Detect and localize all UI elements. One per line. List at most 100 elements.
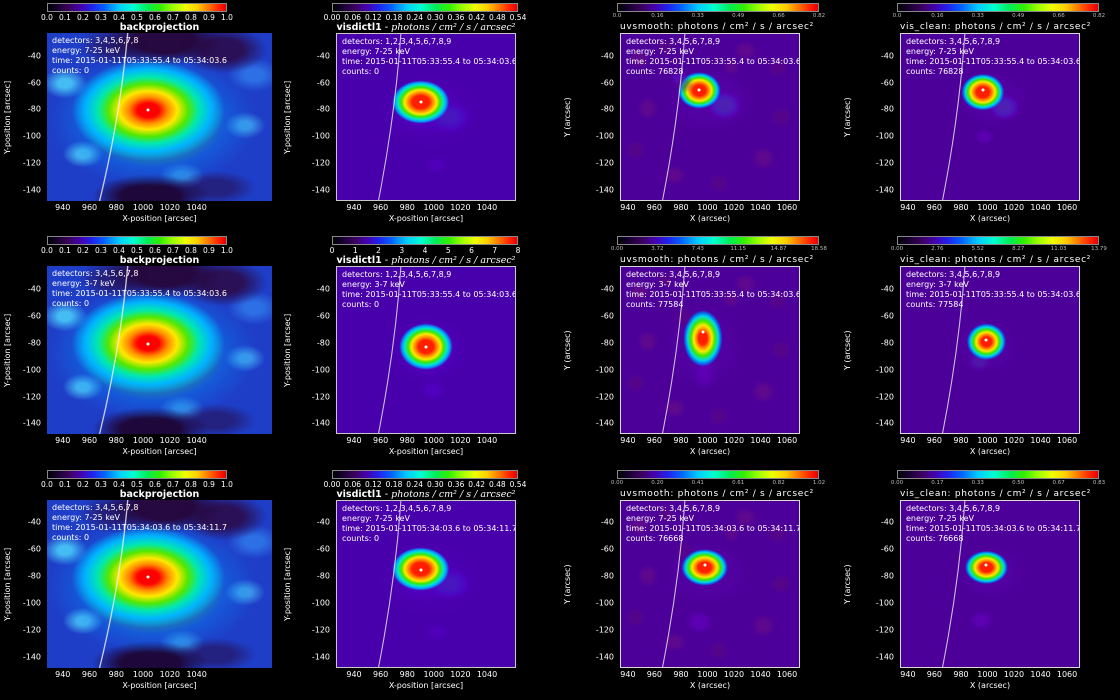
y-tick-label: -140	[22, 418, 41, 428]
x-tick-label: 960	[926, 436, 943, 446]
colorbar-tick-label: 1.0	[221, 479, 233, 489]
y-tick-label: -80	[880, 571, 894, 581]
annotation-block: detectors: 1,2,3,4,5,6,7,8,9 energy: 3-7…	[342, 270, 515, 310]
energy-annotation: energy: 7-25 keV	[626, 513, 694, 523]
colorbar-tick-label: 0.9	[203, 479, 215, 489]
x-tick-label: 1000	[132, 203, 154, 212]
y-tick-label: -100	[595, 131, 614, 141]
x-tick-label: 1000	[697, 436, 718, 446]
x-tick-label: 1000	[132, 436, 154, 446]
heatmap-image	[621, 500, 799, 667]
x-tick-label: 1000	[697, 669, 718, 679]
plot-area: detectors: 3,4,5,6,7,8 energy: 7-25 keV …	[47, 33, 272, 201]
image-panel: 0.00 0.06 0.12 0.18 0.24 0.30 0.36 0.42 0.48 0.54…	[280, 0, 560, 233]
peak-marker	[701, 330, 705, 334]
plot-area: detectors: 1,2,3,4,5,6,7,8,9 energy: 7-2…	[336, 33, 516, 201]
colorbar-tick-label: 8	[515, 246, 521, 256]
colorbar-tick-label: 0.41	[691, 479, 704, 486]
x-ticks: 940 960 980 1000 1020 1040 1060	[900, 670, 1080, 680]
panel-title-name: uvsmooth	[620, 255, 671, 266]
y-tick-label: -60	[27, 544, 41, 554]
peak-marker	[703, 563, 707, 567]
panel-title-sep: :	[670, 255, 678, 266]
y-tick-label: -140	[595, 185, 614, 195]
y-tick-label: -120	[595, 158, 614, 168]
x-tick-label: 960	[81, 436, 98, 446]
colorbar-ticks: 0.0 0.1 0.2 0.3 0.4 0.5 0.6 0.7 0.8 0.9 1.0	[41, 13, 233, 22]
y-tick-label: -100	[595, 365, 614, 375]
peak-marker	[146, 108, 150, 112]
colorbar-tick-label: 0.30	[426, 13, 444, 22]
solar-limb-line	[662, 500, 686, 667]
colorbar-tick-label: 0.2	[77, 13, 89, 22]
y-tick-label: -120	[595, 625, 614, 635]
colorbar	[332, 3, 518, 12]
x-tick-label: 940	[900, 203, 916, 212]
colorbar-tick-label: 0.20	[651, 479, 664, 486]
y-tick-label: -60	[600, 544, 614, 554]
colorbar-tick-label: 0.00	[323, 13, 341, 22]
time-annotation: time: 2015-01-11T05:33:55.4 to 05:34:03.…	[626, 290, 800, 300]
x-tick-label: 980	[399, 203, 415, 212]
colorbar-tick-label: 0.8	[185, 13, 197, 22]
image-panel: 0.0 0.1 0.2 0.3 0.4 0.5 0.6 0.7 0.8 0.9 1.0 backpr…	[0, 233, 280, 466]
energy-annotation: energy: 3-7 keV	[626, 280, 689, 290]
colorbar-tick-label: 0.36	[447, 479, 465, 489]
panel-title-units: photons / cm² / s / arcsec²	[391, 255, 516, 267]
image-panel: 0 1 2 3 4 5 6 7 8 visdictl1 - photons / cm² / s …	[280, 233, 560, 466]
y-tick-label: -80	[316, 338, 330, 348]
colorbar-ticks: 0.0 0.1 0.2 0.3 0.4 0.5 0.6 0.7 0.8 0.9 1.0	[41, 246, 233, 256]
colorbar-tick-label: 11.03	[1050, 246, 1067, 253]
time-annotation: time: 2015-01-11T05:34:03.6 to 05:34:11.…	[342, 523, 516, 533]
colorbar-ticks: 0.00 0.06 0.12 0.18 0.24 0.30 0.36 0.42 0.48 0.54	[324, 13, 527, 22]
x-tick-label: 940	[346, 436, 362, 446]
x-tick-label: 1020	[1003, 669, 1025, 679]
x-ticks: 940 960 980 1000 1020 1040 1060	[900, 203, 1080, 213]
y-ticks: -40 -60 -80 -100 -120 -140	[280, 33, 333, 201]
detectors-annotation: detectors: 3,4,5,6,7,8,9	[626, 270, 721, 280]
annotation-block: detectors: 3,4,5,6,7,8,9 energy: 7-25 ke…	[626, 504, 800, 544]
colorbar	[897, 3, 1099, 12]
time-annotation: time: 2015-01-11T05:33:55.4 to 05:34:03.…	[626, 57, 800, 66]
x-tick-label: 1000	[977, 669, 998, 679]
annotation-block: detectors: 3,4,5,6,7,8,9 energy: 7-25 ke…	[626, 37, 800, 77]
x-axis-label: X (arcsec)	[689, 680, 731, 690]
y-tick-label: -120	[875, 392, 894, 402]
y-tick-label: -100	[311, 365, 330, 375]
colorbar-tick-label: 0.00	[610, 246, 624, 253]
y-ticks: -40 -60 -80 -100 -120 -140	[0, 33, 44, 201]
energy-annotation: energy: 7-25 keV	[342, 47, 410, 56]
colorbar-tick-label: 0.1	[59, 246, 71, 256]
y-tick-label: -140	[311, 652, 330, 662]
panel-title-name: visdictl1	[336, 488, 382, 500]
x-tick-label: 1060	[1056, 669, 1078, 679]
y-ticks: -40 -60 -80 -100 -120 -140	[560, 500, 617, 668]
colorbar-ticks: 0.0 0.16 0.33 0.49 0.66 0.82	[613, 13, 826, 22]
annotation-block: detectors: 3,4,5,6,7,8,9 energy: 7-25 ke…	[906, 37, 1079, 77]
counts-annotation: counts: 0	[342, 533, 380, 543]
panel-title-name: backprojection	[119, 488, 200, 500]
y-tick-label: -80	[27, 571, 41, 581]
colorbar	[47, 3, 227, 12]
x-ticks: 940 960 980 1000 1020 1040	[47, 203, 272, 213]
peak-marker	[981, 88, 985, 92]
x-tick-label: 1040	[476, 203, 498, 212]
panel-title: backprojection	[47, 255, 272, 266]
time-annotation: time: 2015-01-11T05:34:03.6 to 05:34:11.…	[626, 523, 800, 533]
heatmap-image	[337, 500, 515, 667]
colorbar-tick-label: 0.66	[772, 13, 785, 19]
y-tick-label: -100	[875, 598, 894, 608]
colorbar-tick-label: 0.6	[149, 13, 161, 22]
panel-title: uvsmooth: photons / cm² / s / arcsec²	[620, 22, 813, 33]
x-tick-label: 1040	[1030, 203, 1051, 212]
colorbar-tick-label: 1.0	[221, 246, 233, 256]
colorbar-tick-label: 0.16	[651, 13, 664, 19]
colorbar-tick-label: 13.79	[1091, 246, 1107, 253]
plot-area: detectors: 3,4,5,6,7,8,9 energy: 7-25 ke…	[620, 33, 800, 201]
y-ticks: -40 -60 -80 -100 -120 -140	[840, 500, 897, 668]
panel-title: vis_clean: photons / cm² / s / arcsec²	[900, 255, 1090, 266]
x-tick-label: 980	[673, 203, 689, 212]
y-tick-label: -120	[311, 392, 330, 402]
x-tick-label: 960	[372, 669, 389, 679]
colorbar	[332, 469, 518, 479]
